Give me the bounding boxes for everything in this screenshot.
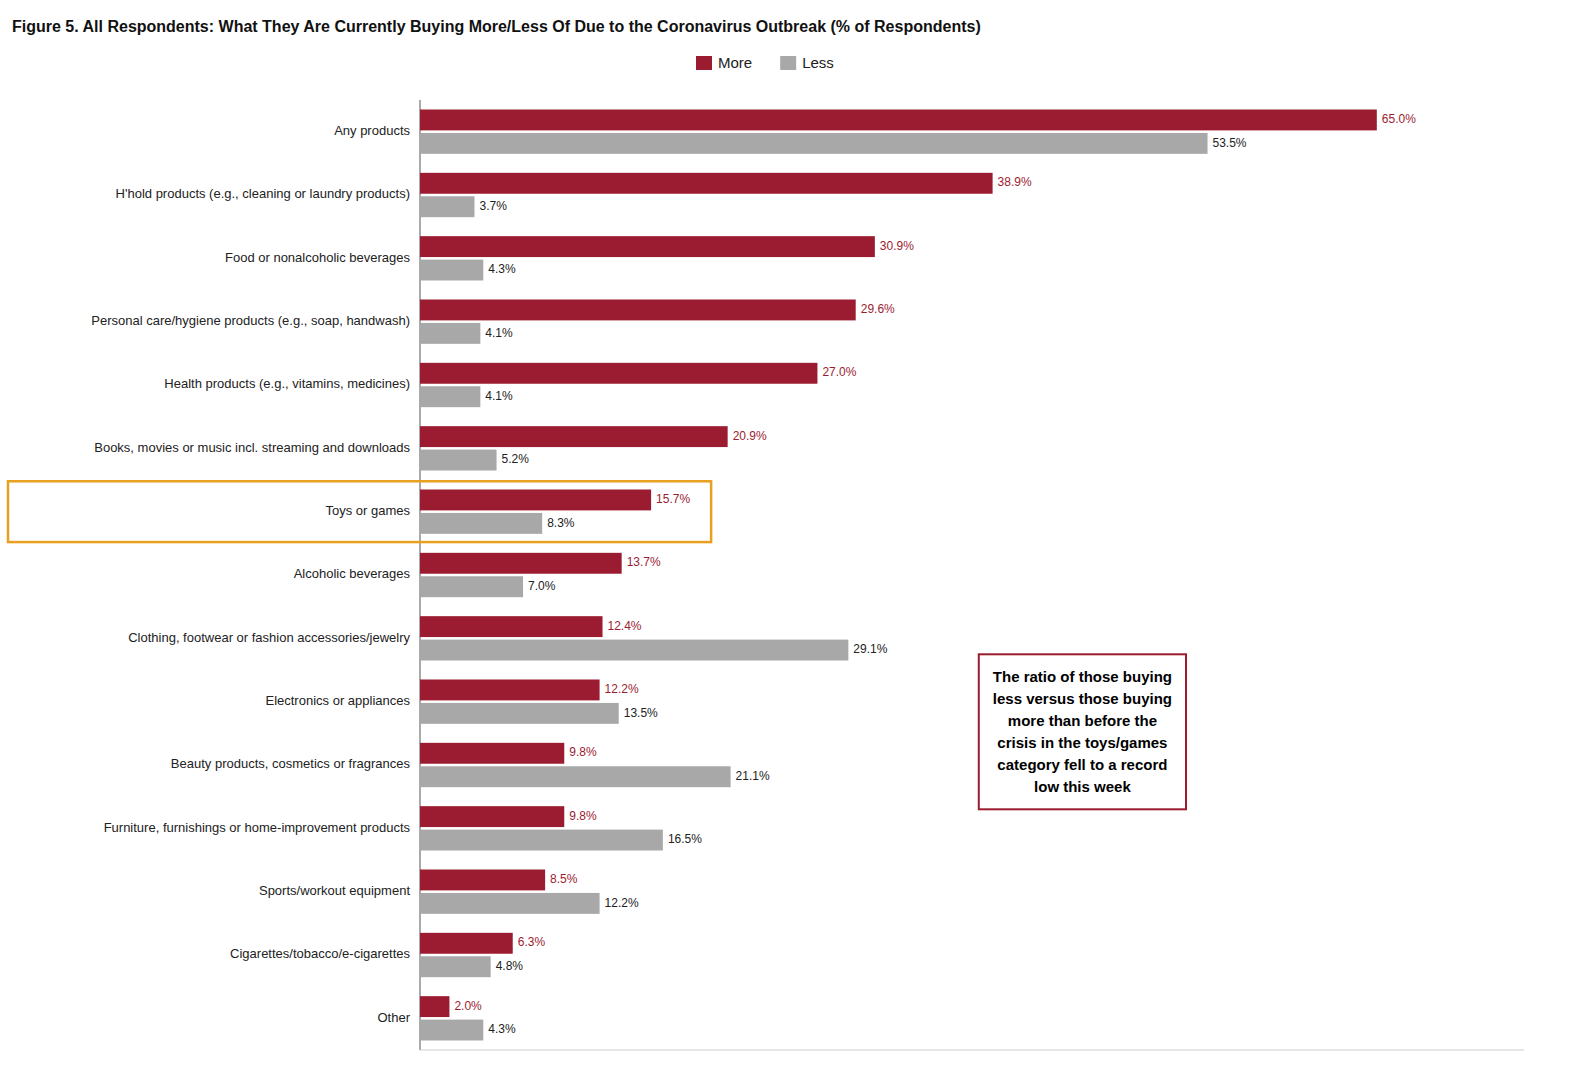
- annotation-line: crisis in the toys/games: [997, 734, 1167, 751]
- data-label: 5.2%: [502, 452, 530, 466]
- bar: [420, 680, 600, 701]
- data-label: 8.3%: [547, 516, 575, 530]
- category-label: Electronics or appliances: [265, 693, 410, 708]
- data-label: 9.8%: [569, 809, 597, 823]
- category-label: Health products (e.g., vitamins, medicin…: [164, 376, 410, 391]
- bar: [420, 196, 474, 217]
- data-label: 7.0%: [528, 579, 556, 593]
- bar: [420, 616, 603, 637]
- category-label: Clothing, footwear or fashion accessorie…: [128, 630, 410, 645]
- bar: [420, 110, 1377, 131]
- bar: [420, 703, 619, 724]
- data-label: 13.5%: [624, 706, 658, 720]
- bar: [420, 1020, 483, 1041]
- bar: [420, 806, 564, 827]
- annotation-line: category fell to a record: [997, 756, 1167, 773]
- category-label: Other: [377, 1010, 410, 1025]
- bar: [420, 893, 600, 914]
- data-label: 20.9%: [733, 429, 767, 443]
- annotation: The ratio of those buying less versus tho…: [979, 654, 1186, 809]
- data-label: 30.9%: [880, 239, 914, 253]
- data-label: 8.5%: [550, 872, 578, 886]
- bar: [420, 830, 663, 851]
- x-axis-line: [420, 1050, 1524, 1051]
- category-label: Personal care/hygiene products (e.g., so…: [91, 313, 410, 328]
- bar: [420, 933, 513, 954]
- bar: [420, 236, 875, 257]
- data-label: 12.2%: [605, 896, 639, 910]
- category-label: Any products: [334, 123, 410, 138]
- bars: [420, 110, 1377, 1041]
- legend-label: Less: [802, 54, 834, 71]
- bar: [420, 956, 491, 977]
- data-label: 65.0%: [1382, 112, 1416, 126]
- annotation-box: [979, 654, 1186, 809]
- bar: [420, 260, 483, 281]
- legend-swatch: [696, 56, 712, 70]
- bar: [420, 513, 542, 534]
- category-label: Furniture, furnishings or home-improveme…: [104, 820, 411, 835]
- bar: [420, 323, 480, 344]
- data-label: 4.8%: [496, 959, 524, 973]
- data-label: 12.2%: [605, 682, 639, 696]
- y-tick-labels: Any products H'hold products (e.g., clean…: [91, 123, 410, 1025]
- bar: [420, 490, 651, 511]
- category-label: Beauty products, cosmetics or fragrances: [171, 756, 411, 771]
- bar: [420, 426, 728, 447]
- title: Figure 5. All Respondents: What They Are…: [12, 18, 981, 35]
- data-label: 53.5%: [1213, 136, 1247, 150]
- data-label: 4.1%: [485, 389, 513, 403]
- data-label: 38.9%: [998, 175, 1032, 189]
- bar: [420, 576, 523, 597]
- data-label: 21.1%: [736, 769, 770, 783]
- bar: [420, 450, 497, 471]
- bar: [420, 743, 564, 764]
- bar: [420, 870, 545, 891]
- data-label: 13.7%: [627, 555, 661, 569]
- legend: More Less: [696, 54, 834, 71]
- data-label: 4.3%: [488, 262, 516, 276]
- annotation-line: more than before the: [1008, 712, 1157, 729]
- bar: [420, 173, 993, 194]
- bar: [420, 640, 848, 661]
- bar: [420, 133, 1208, 154]
- legend-swatch: [780, 56, 796, 70]
- data-label: 2.0%: [454, 999, 482, 1013]
- legend-label: More: [718, 54, 752, 71]
- chart: Figure 5. All Respondents: What They Are…: [0, 0, 1584, 1090]
- category-label: Alcoholic beverages: [294, 566, 411, 581]
- data-label: 6.3%: [518, 935, 546, 949]
- data-label: 15.7%: [656, 492, 690, 506]
- data-label: 29.1%: [853, 642, 887, 656]
- data-labels: 65.0% 38.9% 30.9% 29.6% 27.0% 20.9% 15.7% 13.7%…: [454, 112, 1416, 1036]
- data-label: 4.3%: [488, 1022, 516, 1036]
- data-label: 9.8%: [569, 745, 597, 759]
- data-label: 27.0%: [822, 365, 856, 379]
- category-label: H'hold products (e.g., cleaning or laund…: [116, 186, 410, 201]
- annotation-text: The ratio of those buying less versus tho…: [993, 668, 1172, 795]
- bar: [420, 766, 731, 787]
- bar: [420, 300, 856, 321]
- annotation-line: The ratio of those buying: [993, 668, 1172, 685]
- bar: [420, 553, 622, 574]
- bar: [420, 386, 480, 407]
- annotation-line: less versus those buying: [993, 690, 1172, 707]
- annotation-line: low this week: [1034, 778, 1131, 795]
- bar: [420, 996, 449, 1017]
- bar: [420, 363, 817, 384]
- category-label: Food or nonalcoholic beverages: [225, 250, 411, 265]
- highlight-box: [8, 481, 711, 542]
- category-label: Sports/workout equipment: [259, 883, 410, 898]
- data-label: 16.5%: [668, 832, 702, 846]
- data-label: 3.7%: [479, 199, 507, 213]
- category-label: Books, movies or music incl. streaming a…: [94, 440, 410, 455]
- data-label: 4.1%: [485, 326, 513, 340]
- category-label: Toys or games: [325, 503, 410, 518]
- data-label: 12.4%: [608, 619, 642, 633]
- data-label: 29.6%: [861, 302, 895, 316]
- category-label: Cigarettes/tobacco/e-cigarettes: [230, 946, 410, 961]
